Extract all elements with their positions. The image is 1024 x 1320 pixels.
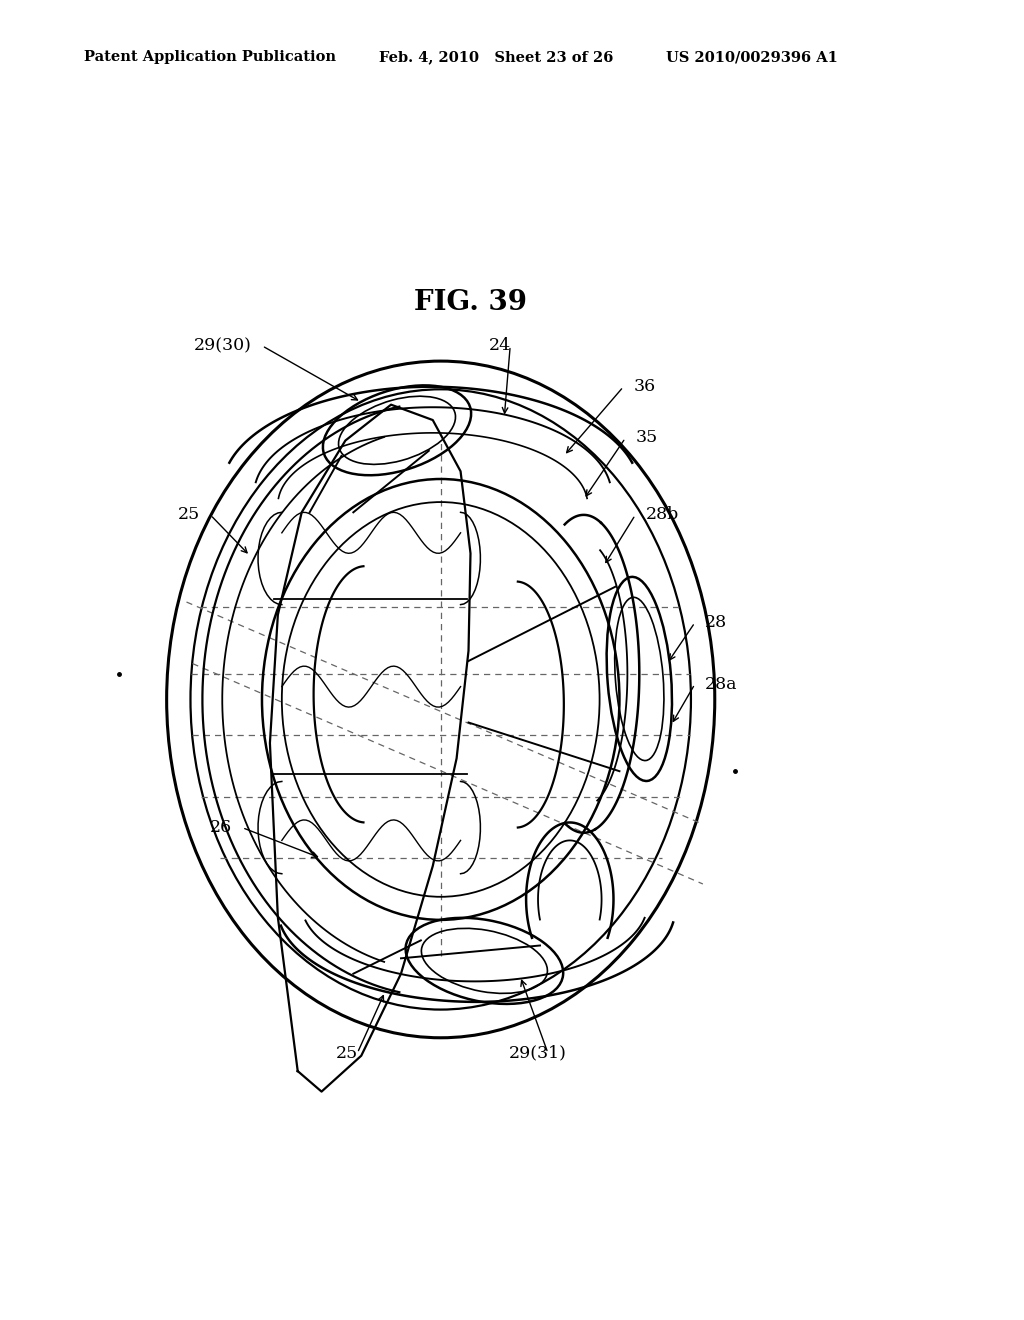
Text: Patent Application Publication: Patent Application Publication [84, 50, 336, 65]
Text: 29(31): 29(31) [509, 1044, 566, 1061]
Text: US 2010/0029396 A1: US 2010/0029396 A1 [666, 50, 838, 65]
Text: 35: 35 [636, 429, 657, 446]
Text: 29(30): 29(30) [194, 337, 252, 354]
Text: 25: 25 [336, 1044, 358, 1061]
Text: 28: 28 [706, 614, 727, 631]
Text: 28b: 28b [645, 507, 679, 524]
Text: Feb. 4, 2010   Sheet 23 of 26: Feb. 4, 2010 Sheet 23 of 26 [379, 50, 613, 65]
Text: 26: 26 [210, 820, 231, 836]
Text: 25: 25 [178, 507, 200, 524]
Text: 24: 24 [489, 337, 511, 354]
Text: 28a: 28a [706, 676, 737, 693]
Text: FIG. 39: FIG. 39 [414, 289, 527, 315]
Text: 36: 36 [634, 379, 655, 395]
